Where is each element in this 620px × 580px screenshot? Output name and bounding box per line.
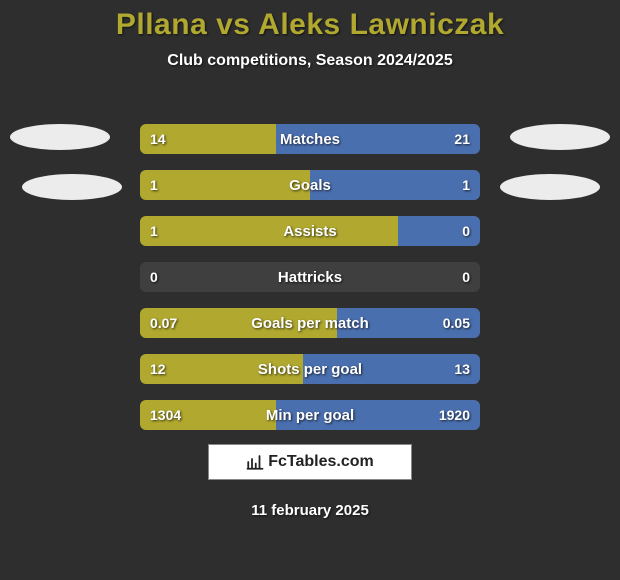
stat-bar-left [140, 308, 337, 338]
stat-row: 1421Matches [140, 124, 480, 154]
stat-row: 1213Shots per goal [140, 354, 480, 384]
brand-badge: FcTables.com [208, 444, 412, 480]
stat-row: 00Hattricks [140, 262, 480, 292]
stat-bar-right [276, 400, 480, 430]
stat-bar-right [303, 354, 480, 384]
stat-bar-left [140, 400, 276, 430]
stat-bar-right [337, 308, 480, 338]
player-photo-placeholder [10, 124, 110, 150]
stat-row: 11Goals [140, 170, 480, 200]
stats-rows: 1421Matches 11Goals 10Assists 00Hattricks 0.… [140, 124, 480, 446]
chart-icon [246, 453, 264, 471]
stat-bar-right [276, 124, 480, 154]
date-text: 11 february 2025 [0, 502, 620, 519]
stat-row: 0.070.05Goals per match [140, 308, 480, 338]
stat-bar-left [140, 124, 276, 154]
player-photo-placeholder [510, 124, 610, 150]
subtitle: Club competitions, Season 2024/2025 [0, 52, 620, 70]
stat-row: 13041920Min per goal [140, 400, 480, 430]
stat-bar-left [140, 216, 398, 246]
stat-bar-right [398, 216, 480, 246]
stat-bar-left [140, 170, 310, 200]
comparison-card: Pllana vs Aleks Lawniczak Club competiti… [0, 0, 620, 580]
stat-bar-left [140, 354, 303, 384]
player-photo-placeholder [500, 174, 600, 200]
stat-bar-right [310, 170, 480, 200]
page-title: Pllana vs Aleks Lawniczak [0, 0, 620, 42]
player-photo-placeholder [22, 174, 122, 200]
brand-text: FcTables.com [268, 453, 374, 471]
stat-row: 10Assists [140, 216, 480, 246]
